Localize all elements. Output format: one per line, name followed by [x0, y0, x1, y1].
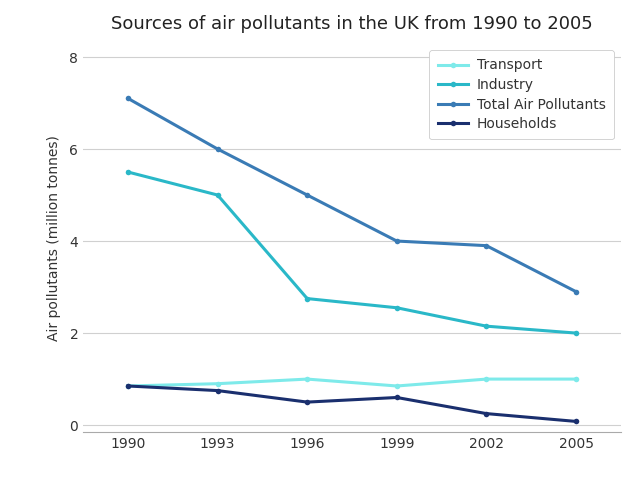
- Households: [393, 395, 401, 400]
- Y-axis label: Air pollutants (million tonnes): Air pollutants (million tonnes): [47, 135, 61, 340]
- Industry: [214, 192, 221, 198]
- Transport: [483, 376, 490, 382]
- Line: Total Air Pollutants: Total Air Pollutants: [125, 96, 579, 294]
- Households: [483, 411, 490, 417]
- Total Air Pollutants: [572, 289, 580, 295]
- Households: [572, 419, 580, 424]
- Total Air Pollutants: [483, 243, 490, 249]
- Households: [303, 399, 311, 405]
- Transport: [393, 383, 401, 389]
- Industry: [393, 305, 401, 311]
- Transport: [572, 376, 580, 382]
- Transport: [124, 383, 132, 389]
- Households: [124, 383, 132, 389]
- Industry: [572, 330, 580, 336]
- Households: [214, 388, 221, 394]
- Line: Transport: Transport: [125, 376, 579, 389]
- Total Air Pollutants: [214, 146, 221, 152]
- Line: Industry: Industry: [125, 169, 579, 336]
- Industry: [124, 169, 132, 175]
- Line: Households: Households: [125, 383, 579, 424]
- Title: Sources of air pollutants in the UK from 1990 to 2005: Sources of air pollutants in the UK from…: [111, 15, 593, 33]
- Industry: [483, 324, 490, 329]
- Legend: Transport, Industry, Total Air Pollutants, Households: Transport, Industry, Total Air Pollutant…: [429, 50, 614, 140]
- Total Air Pollutants: [393, 238, 401, 244]
- Total Air Pollutants: [303, 192, 311, 198]
- Industry: [303, 296, 311, 301]
- Total Air Pollutants: [124, 96, 132, 101]
- Transport: [214, 381, 221, 386]
- Transport: [303, 376, 311, 382]
